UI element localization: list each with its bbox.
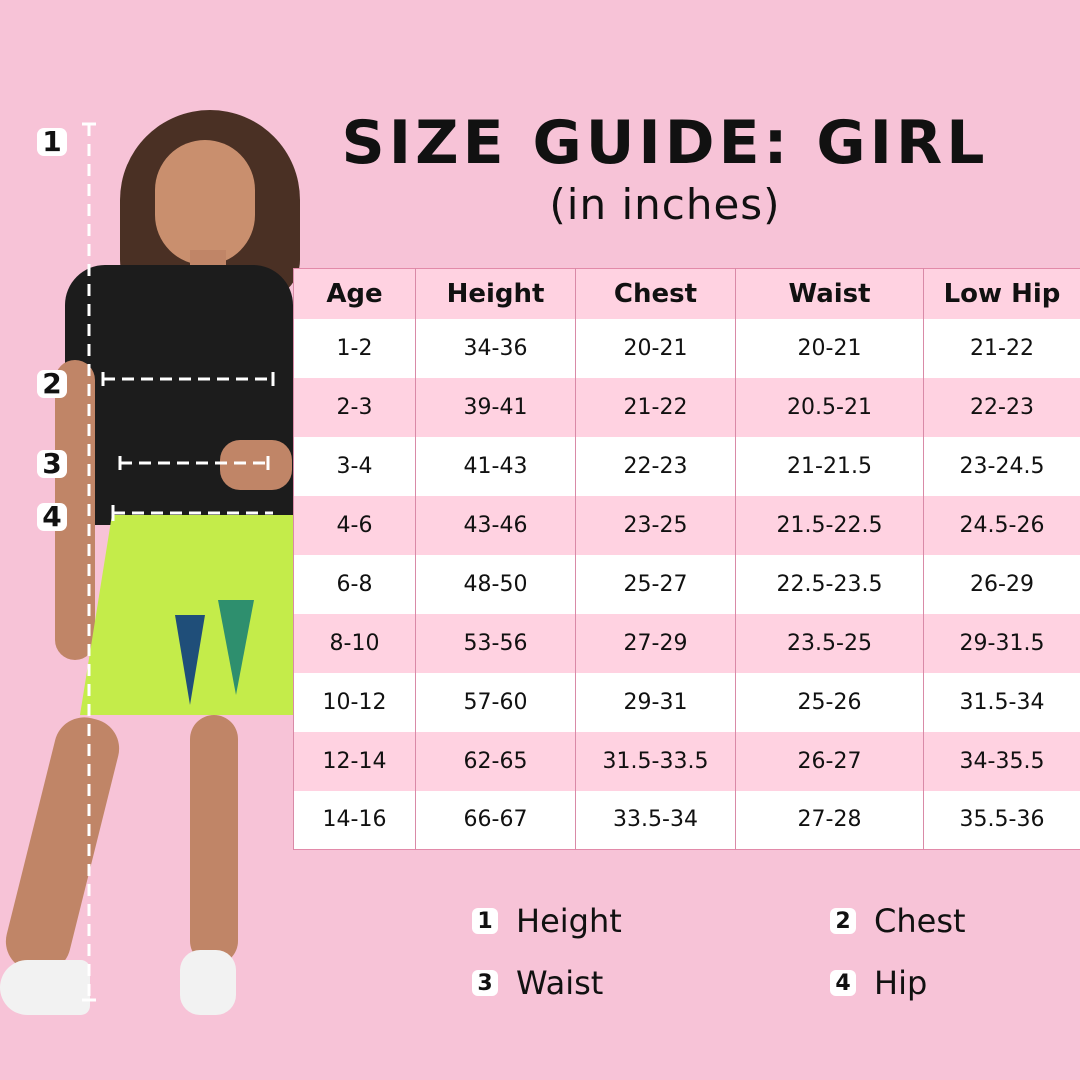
table-row: 14-16 66-67 33.5-34 27-28 35.5-36: [293, 790, 1080, 850]
table-cell: 23-24.5: [923, 436, 1080, 496]
legend-chest: 2 Chest: [830, 902, 966, 940]
marker-3: 3: [37, 450, 67, 478]
table-cell: 23-25: [575, 495, 736, 555]
header-height: Height: [415, 268, 576, 319]
header-chest: Chest: [575, 268, 736, 319]
header-age: Age: [293, 268, 416, 319]
legend-badge: 4: [830, 970, 856, 996]
table-cell: 25-26: [735, 672, 924, 732]
table-cell: 10-12: [293, 672, 416, 732]
table-cell: 4-6: [293, 495, 416, 555]
header-waist: Waist: [735, 268, 924, 319]
table-row: 4-6 43-46 23-25 21.5-22.5 24.5-26: [293, 495, 1080, 555]
table-cell: 23.5-25: [735, 613, 924, 673]
table-cell: 43-46: [415, 495, 576, 555]
size-table: Age Height Chest Waist Low Hip 1-2 34-36 2…: [293, 268, 1080, 850]
table-cell: 24.5-26: [923, 495, 1080, 555]
table-cell: 21-21.5: [735, 436, 924, 496]
table-cell: 29-31: [575, 672, 736, 732]
table-row: 3-4 41-43 22-23 21-21.5 23-24.5: [293, 436, 1080, 496]
table-cell: 20-21: [575, 318, 736, 378]
legend-label: Chest: [874, 902, 966, 940]
table-cell: 29-31.5: [923, 613, 1080, 673]
legend-badge: 3: [472, 970, 498, 996]
table-cell: 26-27: [735, 731, 924, 791]
measurement-lines: [82, 122, 275, 1002]
page-subtitle: (in inches): [549, 180, 781, 229]
table-cell: 20.5-21: [735, 377, 924, 437]
legend-waist: 3 Waist: [472, 964, 603, 1002]
marker-2: 2: [37, 370, 67, 398]
marker-4: 4: [37, 503, 67, 531]
table-cell: 27-28: [735, 790, 924, 850]
table-cell: 22-23: [575, 436, 736, 496]
page-title: SIZE GUIDE: GIRL: [341, 108, 989, 178]
table-row: 12-14 62-65 31.5-33.5 26-27 34-35.5: [293, 731, 1080, 791]
table-cell: 39-41: [415, 377, 576, 437]
table-cell: 35.5-36: [923, 790, 1080, 850]
table-cell: 41-43: [415, 436, 576, 496]
table-cell: 8-10: [293, 613, 416, 673]
table-row: 10-12 57-60 29-31 25-26 31.5-34: [293, 672, 1080, 732]
table-cell: 62-65: [415, 731, 576, 791]
table-cell: 57-60: [415, 672, 576, 732]
table-cell: 21.5-22.5: [735, 495, 924, 555]
table-cell: 27-29: [575, 613, 736, 673]
legend-hip: 4 Hip: [830, 964, 927, 1002]
table-cell: 53-56: [415, 613, 576, 673]
table-cell: 34-36: [415, 318, 576, 378]
legend-label: Height: [516, 902, 622, 940]
table-cell: 21-22: [923, 318, 1080, 378]
table-row: 6-8 48-50 25-27 22.5-23.5 26-29: [293, 554, 1080, 614]
table-cell: 31.5-33.5: [575, 731, 736, 791]
table-cell: 31.5-34: [923, 672, 1080, 732]
table-cell: 22.5-23.5: [735, 554, 924, 614]
table-cell: 22-23: [923, 377, 1080, 437]
table-cell: 26-29: [923, 554, 1080, 614]
table-cell: 3-4: [293, 436, 416, 496]
legend-badge: 1: [472, 908, 498, 934]
table-row: 1-2 34-36 20-21 20-21 21-22: [293, 318, 1080, 378]
table-cell: 25-27: [575, 554, 736, 614]
legend-height: 1 Height: [472, 902, 622, 940]
table-cell: 12-14: [293, 731, 416, 791]
table-row: 8-10 53-56 27-29 23.5-25 29-31.5: [293, 613, 1080, 673]
table-cell: 48-50: [415, 554, 576, 614]
table-cell: 34-35.5: [923, 731, 1080, 791]
legend-label: Waist: [516, 964, 604, 1002]
table-cell: 66-67: [415, 790, 576, 850]
legend-badge: 2: [830, 908, 856, 934]
table-cell: 1-2: [293, 318, 416, 378]
table-cell: 14-16: [293, 790, 416, 850]
table-cell: 21-22: [575, 377, 736, 437]
table-cell: 6-8: [293, 554, 416, 614]
header-low-hip: Low Hip: [923, 268, 1080, 319]
legend-label: Hip: [874, 964, 928, 1002]
marker-1: 1: [37, 128, 67, 156]
table-cell: 2-3: [293, 377, 416, 437]
table-cell: 33.5-34: [575, 790, 736, 850]
table-cell: 20-21: [735, 318, 924, 378]
table-row: 2-3 39-41 21-22 20.5-21 22-23: [293, 377, 1080, 437]
